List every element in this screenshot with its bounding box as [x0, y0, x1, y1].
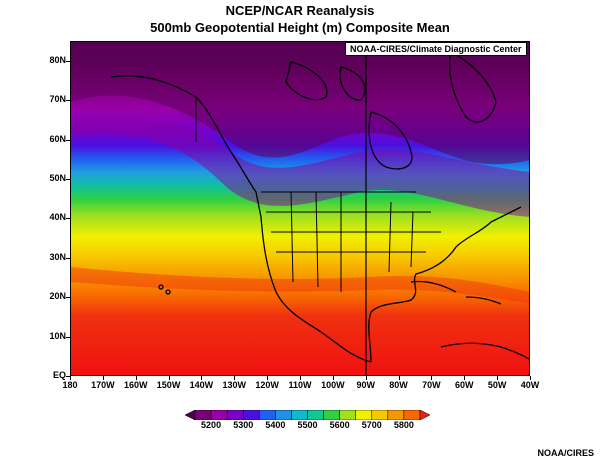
- lon-tick: [464, 376, 466, 380]
- lat-tick: [66, 178, 70, 180]
- lon-tick: [102, 376, 104, 380]
- lat-tick: [66, 297, 70, 299]
- legend-swatch: [259, 410, 276, 420]
- lon-label: 120W: [255, 380, 279, 390]
- lon-label: 80W: [389, 380, 408, 390]
- legend-min-arrow: [185, 410, 196, 420]
- lon-tick: [365, 376, 367, 380]
- legend-label: 5800: [393, 420, 414, 430]
- lon-tick: [168, 376, 170, 380]
- legend-swatch: [194, 410, 212, 420]
- legend-label: 5200: [201, 420, 222, 430]
- lon-tick: [497, 376, 499, 380]
- lon-tick: [267, 376, 269, 380]
- lon-tick: [135, 376, 137, 380]
- lon-label: 60W: [455, 380, 474, 390]
- credit-box: NOAA-CIRES/Climate Diagnostic Center: [345, 42, 527, 56]
- lat-label: 20N: [49, 291, 66, 302]
- footer-credit: NOAA/CIRES: [537, 448, 594, 458]
- lon-tick: [300, 376, 301, 380]
- lat-label: 50N: [49, 172, 66, 183]
- legend-swatch: [403, 410, 421, 420]
- legend-label: 5700: [361, 420, 382, 430]
- legend-label: 5600: [329, 420, 350, 430]
- lat-tick: [66, 376, 70, 377]
- lat-tick: [66, 257, 70, 259]
- color-scale-bar: [185, 410, 430, 420]
- lon-label: 180: [62, 380, 78, 390]
- legend-swatch: [307, 410, 324, 420]
- lon-label: 100W: [321, 380, 345, 390]
- lat-label: 10N: [49, 330, 66, 341]
- lon-tick: [70, 376, 71, 380]
- lon-label: 90W: [356, 380, 375, 390]
- legend-swatch: [371, 410, 389, 420]
- lon-label: 150W: [156, 380, 181, 390]
- lat-label: 40N: [49, 212, 66, 223]
- height-field-map: [71, 42, 529, 375]
- lon-label: 40W: [520, 380, 540, 390]
- lon-label: 50W: [487, 380, 507, 390]
- legend-label: 5400: [265, 420, 286, 430]
- lon-tick: [398, 376, 400, 380]
- lat-tick: [66, 60, 70, 62]
- lon-label: 160W: [123, 380, 148, 390]
- legend-label: 5300: [233, 420, 254, 430]
- legend-swatch: [210, 410, 228, 420]
- lat-label: EQ: [52, 370, 66, 380]
- lat-tick: [66, 100, 70, 102]
- legend-swatch: [323, 410, 340, 420]
- legend-swatch: [226, 410, 244, 420]
- lon-tick: [234, 376, 236, 380]
- lat-tick: [66, 139, 70, 141]
- lat-tick: [66, 218, 70, 220]
- lat-label: 30N: [49, 251, 66, 262]
- lon-label: 170W: [91, 380, 115, 390]
- lon-label: 70W: [422, 380, 441, 390]
- legend-label: 5500: [297, 420, 318, 430]
- legend-swatch: [387, 410, 405, 420]
- lon-tick: [332, 376, 334, 380]
- legend-swatch: [355, 410, 373, 420]
- legend-max-arrow: [419, 410, 430, 420]
- lon-tick: [530, 376, 531, 380]
- lat-label: 60N: [49, 133, 66, 144]
- lon-label: 110W: [288, 380, 312, 390]
- coastlines: [110, 51, 529, 363]
- legend-swatch: [275, 410, 292, 420]
- map-plot-area: [70, 41, 530, 376]
- legend-swatch: [291, 410, 308, 420]
- legend-swatch: [242, 410, 260, 420]
- lat-label: 70N: [49, 94, 66, 105]
- legend-swatch: [339, 410, 356, 420]
- lon-tick: [201, 376, 203, 380]
- chart-title: NCEP/NCAR Reanalysis: [225, 3, 375, 18]
- lat-label: 80N: [49, 54, 66, 65]
- lon-label: 130W: [222, 380, 247, 390]
- lon-label: 140W: [189, 380, 214, 390]
- lat-tick: [66, 336, 70, 338]
- chart-subtitle: 500mb Geopotential Height (m) Composite …: [150, 20, 450, 35]
- lon-tick: [431, 376, 433, 380]
